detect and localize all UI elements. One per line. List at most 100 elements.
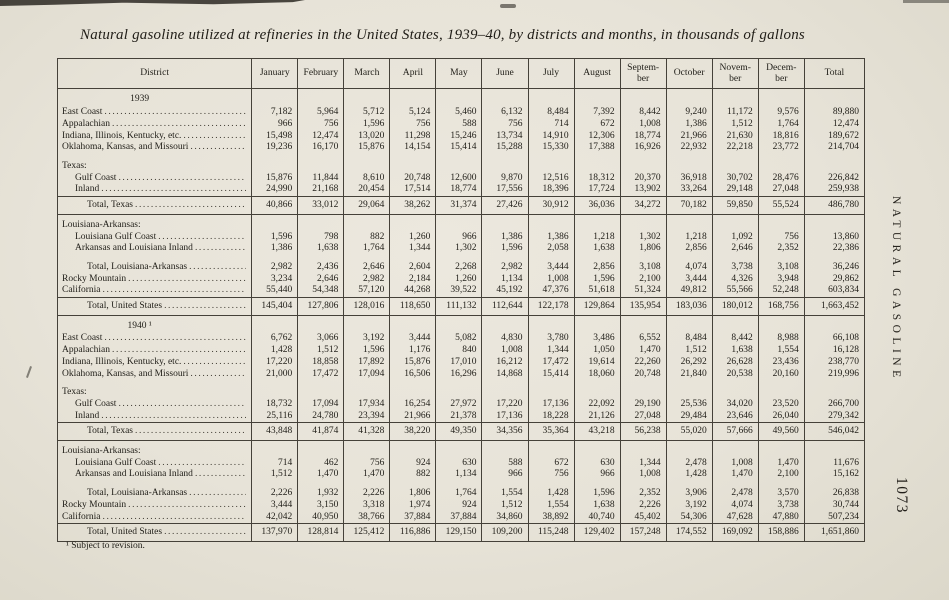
year-row: 1939 bbox=[56, 88, 866, 108]
value-cell: 7,392 bbox=[573, 107, 621, 119]
value-cell bbox=[757, 380, 805, 399]
value-cell: 17,934 bbox=[343, 398, 391, 411]
value-cell: 116,886 bbox=[389, 523, 437, 542]
value-cell: 27,426 bbox=[481, 196, 529, 215]
value-cell bbox=[435, 315, 483, 334]
data-row: East Coast7,1825,9645,7125,1245,4606,132… bbox=[56, 107, 866, 119]
value-cell: 44,268 bbox=[389, 285, 437, 298]
value-cell: 630 bbox=[435, 457, 483, 470]
value-cell: 5,964 bbox=[297, 107, 345, 119]
value-cell: 1,344 bbox=[619, 457, 667, 470]
footnote: ¹ Subject to revision. bbox=[66, 541, 145, 551]
value-cell: 630 bbox=[573, 457, 621, 470]
value-cell: 16,296 bbox=[435, 368, 483, 381]
group-row: Texas: bbox=[56, 380, 866, 399]
value-cell: 214,704 bbox=[803, 142, 866, 154]
value-cell: 30,702 bbox=[711, 172, 759, 185]
leader-dots bbox=[101, 512, 247, 524]
value-cell bbox=[665, 315, 713, 334]
value-cell: 2,100 bbox=[757, 469, 805, 482]
value-cell: 22,092 bbox=[573, 398, 621, 411]
value-cell bbox=[481, 380, 529, 399]
leader-dots bbox=[99, 184, 246, 196]
value-cell: 18,396 bbox=[527, 184, 575, 197]
value-cell: 2,352 bbox=[757, 243, 805, 255]
district-cell: 1939 bbox=[56, 88, 253, 108]
value-cell bbox=[251, 440, 299, 458]
value-cell: 2,478 bbox=[665, 457, 713, 470]
value-cell: 3,108 bbox=[619, 254, 667, 274]
value-cell: 1,596 bbox=[251, 231, 299, 244]
value-cell: 1,386 bbox=[251, 243, 299, 255]
value-cell: 1,512 bbox=[251, 469, 299, 482]
value-cell: 11,844 bbox=[297, 172, 345, 185]
value-cell: 756 bbox=[757, 231, 805, 244]
value-cell bbox=[757, 315, 805, 334]
leader-dots bbox=[133, 200, 246, 212]
value-cell: 17,388 bbox=[573, 142, 621, 154]
value-cell: 6,552 bbox=[619, 333, 667, 346]
value-cell: 135,954 bbox=[619, 297, 667, 316]
column-header-8: August bbox=[573, 58, 621, 90]
value-cell: 2,982 bbox=[481, 254, 529, 274]
value-cell: 40,740 bbox=[573, 511, 621, 524]
value-cell: 1,428 bbox=[665, 469, 713, 482]
value-cell: 129,402 bbox=[573, 523, 621, 542]
value-cell: 2,646 bbox=[711, 243, 759, 255]
value-cell: 180,012 bbox=[711, 297, 759, 316]
value-cell: 15,498 bbox=[251, 130, 299, 143]
value-cell: 3,906 bbox=[665, 481, 713, 500]
value-cell: 1,008 bbox=[481, 345, 529, 357]
column-header-12: Decem- ber bbox=[757, 58, 805, 90]
value-cell: 2,982 bbox=[251, 254, 299, 274]
leader-dots bbox=[188, 142, 246, 154]
district-cell: Indiana, Illinois, Kentucky, etc. bbox=[56, 356, 253, 369]
value-cell bbox=[343, 380, 391, 399]
value-cell: 15,414 bbox=[527, 368, 575, 381]
value-cell: 27,972 bbox=[435, 398, 483, 411]
value-cell: 11,172 bbox=[711, 107, 759, 119]
value-cell: 1,554 bbox=[481, 481, 529, 500]
value-cell: 3,948 bbox=[757, 273, 805, 286]
value-cell: 37,884 bbox=[389, 511, 437, 524]
value-cell: 1,008 bbox=[711, 457, 759, 470]
value-cell bbox=[297, 153, 345, 173]
value-cell: 17,892 bbox=[343, 356, 391, 369]
value-cell bbox=[711, 315, 759, 334]
value-cell: 51,618 bbox=[573, 285, 621, 298]
data-row: Inland25,11624,78023,39421,96621,37817,1… bbox=[56, 410, 866, 423]
value-cell: 174,552 bbox=[665, 523, 713, 542]
value-cell: 17,472 bbox=[297, 368, 345, 381]
value-cell: 1,302 bbox=[435, 243, 483, 255]
value-cell: 756 bbox=[297, 118, 345, 131]
value-cell: 3,570 bbox=[757, 481, 805, 500]
value-cell: 924 bbox=[389, 457, 437, 470]
data-row: Appalachian9667561,5967565887567146721,0… bbox=[56, 118, 866, 131]
value-cell: 137,970 bbox=[251, 523, 299, 542]
value-cell: 30,744 bbox=[803, 499, 866, 512]
value-cell: 507,234 bbox=[803, 511, 866, 524]
district-cell: Gulf Coast bbox=[56, 398, 253, 411]
value-cell: 2,226 bbox=[251, 481, 299, 500]
value-cell: 756 bbox=[481, 118, 529, 131]
value-cell: 15,162 bbox=[803, 469, 866, 482]
value-cell bbox=[573, 88, 621, 108]
value-cell bbox=[343, 88, 391, 108]
value-cell: 1,344 bbox=[389, 243, 437, 255]
value-cell: 17,220 bbox=[481, 398, 529, 411]
value-cell: 29,484 bbox=[665, 410, 713, 423]
value-cell: 12,306 bbox=[573, 130, 621, 143]
value-cell: 17,094 bbox=[343, 368, 391, 381]
value-cell: 714 bbox=[251, 457, 299, 470]
scan-artifact-top-right bbox=[903, 0, 949, 3]
value-cell: 1,651,860 bbox=[803, 523, 866, 542]
value-cell bbox=[665, 380, 713, 399]
value-cell: 3,444 bbox=[251, 499, 299, 512]
value-cell: 125,412 bbox=[343, 523, 391, 542]
value-cell: 18,732 bbox=[251, 398, 299, 411]
value-cell: 23,772 bbox=[757, 142, 805, 154]
group-row: Louisiana-Arkansas: bbox=[56, 214, 866, 232]
value-cell bbox=[527, 380, 575, 399]
value-cell: 14,910 bbox=[527, 130, 575, 143]
value-cell: 9,240 bbox=[665, 107, 713, 119]
